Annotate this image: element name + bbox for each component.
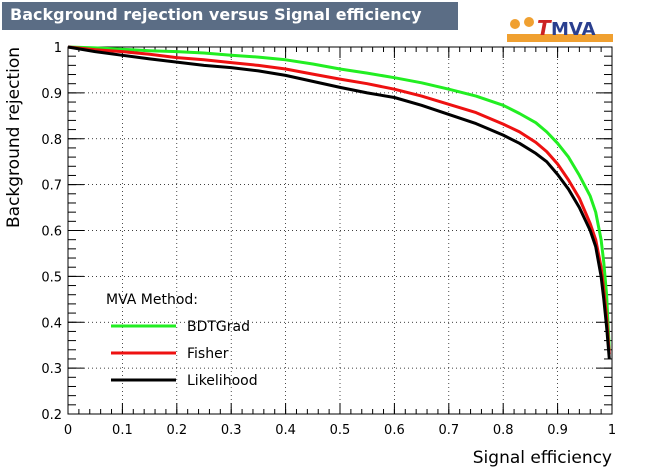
x-tick-label: 0.4 <box>275 423 296 438</box>
logo-accent-bar <box>507 34 613 42</box>
x-tick-label: 0.7 <box>438 423 459 438</box>
grid <box>67 46 613 415</box>
x-tick-label: 0.1 <box>112 423 133 438</box>
chart-title-box: Background rejection versus Signal effic… <box>2 2 458 30</box>
x-tick-label: 0.9 <box>547 423 568 438</box>
y-tick-labels: 0.2 0.3 0.4 0.5 0.6 0.7 0.8 0.9 1 <box>41 41 62 423</box>
x-tick-label: 0.2 <box>166 423 187 438</box>
y-tick-label: 0.5 <box>41 270 62 285</box>
x-tick-label: 0.3 <box>221 423 242 438</box>
chart-title: Background rejection versus Signal effic… <box>10 5 422 24</box>
logo-dot-icon <box>510 19 520 29</box>
y-axis-title: Background rejection <box>4 47 24 228</box>
legend-label-bdtgrad: BDTGrad <box>187 319 250 335</box>
legend-label-likelihood: Likelihood <box>187 373 258 389</box>
logo-rest-letters: MVA <box>551 19 596 40</box>
legend: MVA Method: BDTGrad Fisher Likelihood <box>106 292 258 389</box>
series-line-bdtgrad <box>67 45 611 350</box>
x-tick-label: 1 <box>608 423 616 438</box>
logo-lead-letter: T <box>537 16 552 40</box>
y-tick-label: 0.2 <box>41 408 62 423</box>
y-tick-label: 0.8 <box>41 133 62 148</box>
x-tick-label: 0 <box>64 423 72 438</box>
y-tick-label: 0.9 <box>41 87 62 102</box>
series-line-fisher <box>67 45 611 355</box>
series-curves <box>67 45 611 360</box>
x-tick-label: 0.8 <box>493 423 514 438</box>
y-tick-label: 0.6 <box>41 225 62 240</box>
x-tick-labels: 0 0.1 0.2 0.3 0.4 0.5 0.6 0.7 0.8 0.9 1 <box>64 423 616 438</box>
series-line-likelihood <box>67 45 611 360</box>
legend-title: MVA Method: <box>106 292 198 308</box>
y-tick-label: 0.4 <box>41 316 62 331</box>
y-tick-label: 0.3 <box>41 362 62 377</box>
y-tick-label: 1 <box>54 41 62 56</box>
legend-label-fisher: Fisher <box>187 346 229 362</box>
axis-ticks <box>67 46 613 415</box>
x-tick-label: 0.5 <box>330 423 351 438</box>
tmva-logo: T MVA <box>507 16 613 42</box>
y-tick-label: 0.7 <box>41 179 62 194</box>
x-tick-label: 0.6 <box>384 423 405 438</box>
x-axis-title: Signal efficiency <box>473 448 612 468</box>
logo-dot-icon <box>524 17 534 27</box>
